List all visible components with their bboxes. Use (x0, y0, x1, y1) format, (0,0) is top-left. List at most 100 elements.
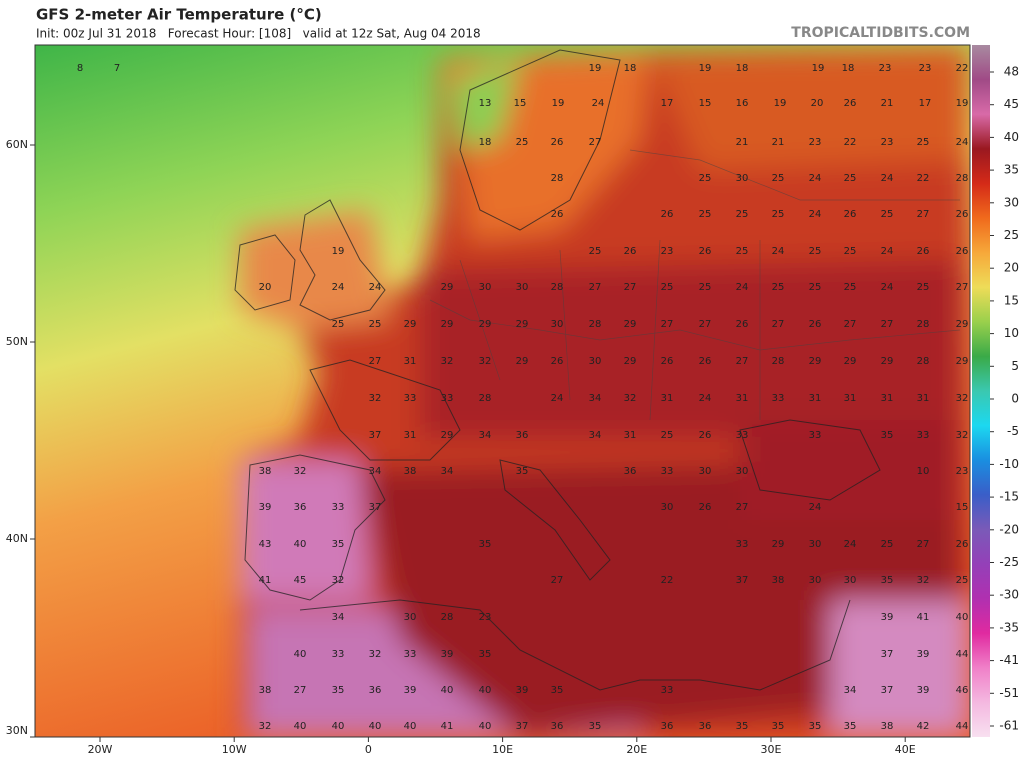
latitude-label: 50N (6, 335, 28, 348)
temperature-label: 28 (917, 356, 930, 367)
temperature-label: 25 (736, 246, 749, 257)
temperature-label: 19 (332, 246, 345, 257)
temperature-label: 33 (917, 430, 930, 441)
temperature-label: 36 (699, 721, 712, 732)
temperature-label: 29 (772, 539, 785, 550)
temperature-label: 29 (881, 356, 894, 367)
temperature-label: 29 (809, 356, 822, 367)
temperature-label: 38 (881, 721, 894, 732)
temperature-label: 34 (479, 430, 492, 441)
temperature-label: 33 (441, 393, 454, 404)
temperature-label: 30 (479, 282, 492, 293)
temperature-label: 34 (369, 466, 382, 477)
temperature-label: 21 (772, 137, 785, 148)
colorbar (972, 45, 990, 737)
temperature-label: 25 (881, 209, 894, 220)
temperature-label: 35 (881, 575, 894, 586)
temperature-label: 29 (624, 319, 637, 330)
longitude-label: 20E (626, 743, 647, 756)
temperature-label: 25 (661, 282, 674, 293)
temperature-label: 40 (369, 721, 382, 732)
temperature-label: 27 (699, 319, 712, 330)
temperature-label: 24 (809, 173, 822, 184)
title: GFS 2-meter Air Temperature (°C) (36, 6, 322, 24)
temperature-label: 36 (551, 721, 564, 732)
temperature-label: 25 (516, 137, 529, 148)
temperature-label: 41 (259, 575, 272, 586)
temperature-label: 37 (369, 430, 382, 441)
temperature-label: 23 (881, 137, 894, 148)
longitude-label: 20W (88, 743, 113, 756)
temperature-label: 33 (772, 393, 785, 404)
temperature-label: 30 (809, 539, 822, 550)
temperature-label: 31 (881, 393, 894, 404)
brand: TROPICALTIDBITS.COM (791, 25, 970, 41)
temperature-label: 38 (259, 685, 272, 696)
temperature-label: 27 (589, 282, 602, 293)
temperature-label: 22 (844, 137, 857, 148)
temperature-label: 37 (369, 502, 382, 513)
temperature-label: 31 (661, 393, 674, 404)
temperature-label: 24 (881, 282, 894, 293)
temperature-label: 35 (332, 685, 345, 696)
temperature-label: 40 (294, 721, 307, 732)
colorbar-label: 35 (1004, 163, 1019, 177)
temperature-label: 39 (917, 649, 930, 660)
temperature-label: 39 (917, 685, 930, 696)
temperature-label: 27 (736, 356, 749, 367)
latitude-label: 40N (6, 532, 28, 545)
temperature-label: 25 (844, 173, 857, 184)
temperature-label: 26 (661, 209, 674, 220)
temperature-label: 30 (699, 466, 712, 477)
temperature-label: 27 (369, 356, 382, 367)
temperature-label: 27 (589, 137, 602, 148)
temperature-label: 23 (809, 137, 822, 148)
colorbar-label: 15 (1004, 293, 1019, 307)
temperature-label: 25 (369, 319, 382, 330)
temperature-label: 23 (919, 63, 932, 74)
temperature-label: 35 (332, 539, 345, 550)
temperature-label: 18 (624, 63, 637, 74)
temperature-label: 23 (661, 246, 674, 257)
temperature-label: 33 (404, 393, 417, 404)
temperature-label: 17 (919, 98, 932, 109)
temperature-label: 27 (956, 282, 969, 293)
temperature-label: 27 (551, 575, 564, 586)
temperature-label: 22 (661, 575, 674, 586)
temperature-label: 44 (956, 721, 969, 732)
temperature-label: 25 (844, 246, 857, 257)
colorbar-label: -61 (999, 719, 1019, 733)
temperature-label: 33 (736, 539, 749, 550)
longitude-label: 30E (761, 743, 782, 756)
temperature-label: 31 (736, 393, 749, 404)
temperature-label: 39 (441, 649, 454, 660)
temperature-label: 8 (77, 63, 83, 74)
temperature-label: 30 (809, 575, 822, 586)
temperature-label: 26 (736, 319, 749, 330)
temperature-label: 40 (294, 649, 307, 660)
temperature-label: 13 (479, 98, 492, 109)
temperature-label: 28 (441, 612, 454, 623)
temperature-label: 35 (479, 649, 492, 660)
colorbar-label: -25 (999, 555, 1019, 569)
longitude-label: 0 (365, 743, 372, 756)
temperature-label: 32 (259, 721, 272, 732)
temperature-label: 40 (479, 721, 492, 732)
coastlines (234, 49, 881, 691)
temperature-label: 15 (956, 502, 969, 513)
temperature-label: 25 (699, 282, 712, 293)
temperature-label: 25 (809, 282, 822, 293)
temperature-label: 10 (917, 466, 930, 477)
colorbar-label: 10 (1004, 326, 1019, 340)
temperature-label: 29 (956, 319, 969, 330)
temperature-label: 38 (772, 575, 785, 586)
temperature-label: 25 (589, 246, 602, 257)
temperature-label: 30 (736, 173, 749, 184)
temperature-label: 31 (844, 393, 857, 404)
temperature-label: 32 (956, 393, 969, 404)
temperature-label: 40 (441, 685, 454, 696)
temperature-label: 35 (772, 721, 785, 732)
temperature-label: 18 (842, 63, 855, 74)
temperature-label: 40 (479, 685, 492, 696)
temperature-label: 30 (516, 282, 529, 293)
